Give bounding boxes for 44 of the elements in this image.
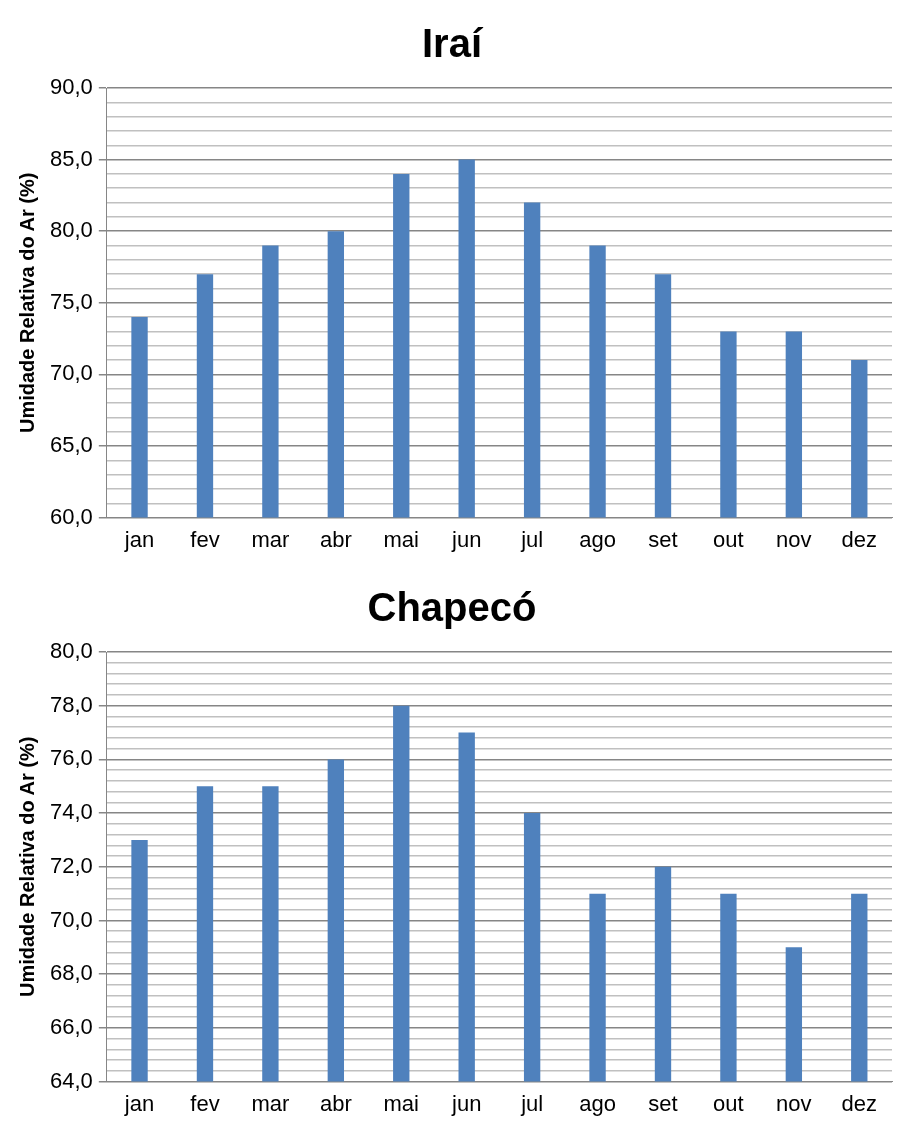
y-tick-label: 68,0 (49, 960, 93, 986)
y-tick-label: 76,0 (49, 745, 93, 771)
x-tick-label: jan (123, 526, 155, 552)
x-tick-label: mai (383, 526, 419, 552)
x-tick-label: out (713, 1090, 744, 1116)
y-axis-title: Umidade Relativa do Ar (%) (15, 172, 38, 434)
x-tick-label: set (648, 526, 678, 552)
y-tick-label: 72,0 (49, 852, 93, 878)
y-tick-label: 80,0 (49, 638, 93, 664)
x-tick-label: mar (251, 526, 290, 552)
y-tick-label: 70,0 (49, 906, 93, 932)
y-tick-label: 85,0 (49, 145, 93, 171)
x-tick-label: jun (451, 1090, 482, 1116)
y-tick-label: 74,0 (49, 799, 93, 825)
y-tick-label: 90,0 (49, 74, 93, 100)
y-tick-label: 70,0 (49, 360, 93, 386)
chart-title: Chapecó (367, 585, 537, 630)
x-tick-label: out (713, 526, 744, 552)
x-tick-label: jul (520, 1090, 544, 1116)
y-tick-label: 65,0 (49, 432, 93, 458)
x-tick-label: dez (841, 526, 878, 552)
chart-title: Iraí (421, 21, 484, 66)
x-tick-label: fev (190, 526, 220, 552)
x-tick-label: ago (579, 526, 616, 552)
y-tick-label: 75,0 (49, 288, 93, 314)
y-tick-label: 64,0 (49, 1067, 93, 1093)
x-tick-label: fev (190, 1090, 220, 1116)
y-axis-title: Umidade Relativa do Ar (%) (15, 736, 38, 998)
x-tick-label: set (648, 1090, 678, 1116)
x-tick-label: dez (841, 1090, 878, 1116)
y-tick-label: 80,0 (49, 217, 93, 243)
x-tick-label: mar (251, 1090, 290, 1116)
x-tick-label: jul (520, 526, 544, 552)
x-tick-label: ago (579, 1090, 616, 1116)
x-tick-label: nov (776, 1090, 812, 1116)
x-tick-label: mai (383, 1090, 419, 1116)
y-tick-label: 66,0 (49, 1013, 93, 1039)
x-tick-label: nov (776, 526, 812, 552)
y-tick-label: 60,0 (49, 503, 93, 529)
x-tick-label: jan (123, 1090, 155, 1116)
y-tick-label: 78,0 (49, 691, 93, 717)
x-tick-label: abr (319, 1090, 352, 1116)
x-tick-label: jun (451, 526, 482, 552)
x-tick-label: abr (319, 526, 352, 552)
